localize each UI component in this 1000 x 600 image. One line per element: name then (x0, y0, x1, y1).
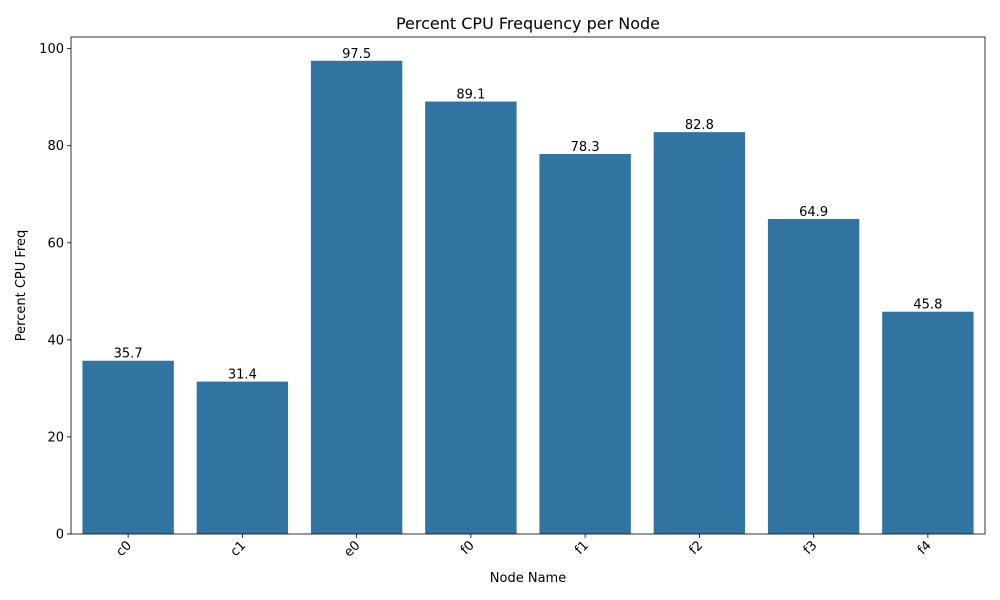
value-label-f1: 78.3 (571, 140, 600, 155)
x-tick-label-e0: e0 (341, 538, 363, 560)
value-label-f3: 64.9 (799, 205, 828, 220)
y-tick-label: 80 (47, 139, 64, 154)
value-label-f2: 82.8 (685, 118, 714, 133)
value-label-f0: 89.1 (456, 88, 485, 103)
bar-f0 (425, 101, 517, 534)
y-axis-label: Percent CPU Freq (14, 230, 29, 341)
x-tick-label-c0: c0 (113, 538, 135, 560)
y-tick-label: 0 (56, 528, 64, 543)
bar-c1 (196, 381, 289, 534)
x-axis-label: Node Name (490, 571, 566, 586)
value-label-c0: 35.7 (114, 347, 143, 362)
x-tick-label-f2: f2 (687, 538, 707, 558)
bar-f2 (653, 132, 746, 534)
bar-f4 (882, 311, 974, 534)
x-tick-label-f4: f4 (915, 538, 935, 558)
bar-c0 (82, 360, 174, 534)
y-tick-label: 20 (47, 430, 64, 445)
y-tick-label: 100 (39, 42, 64, 57)
value-label-c1: 31.4 (228, 368, 257, 383)
value-label-e0: 97.5 (342, 47, 371, 62)
y-tick-label: 60 (47, 236, 64, 251)
plot-area: 0 20 40 60 80 100 35.7 c0 31.4 c1 97.5 e0 89.1 f0 78.3… (39, 42, 974, 560)
value-label-f4: 45.8 (913, 298, 942, 313)
plot-frame (70, 36, 986, 535)
x-tick-label-f0: f0 (458, 538, 478, 558)
y-tick-label: 40 (47, 333, 64, 348)
chart-title: Percent CPU Frequency per Node (396, 14, 660, 33)
bar-e0 (310, 60, 403, 534)
x-tick-label-f3: f3 (801, 538, 821, 558)
bar-f1 (539, 153, 631, 534)
x-tick-label-c1: c1 (228, 538, 250, 560)
bar-f3 (767, 219, 860, 534)
x-tick-label-f1: f1 (572, 538, 592, 558)
